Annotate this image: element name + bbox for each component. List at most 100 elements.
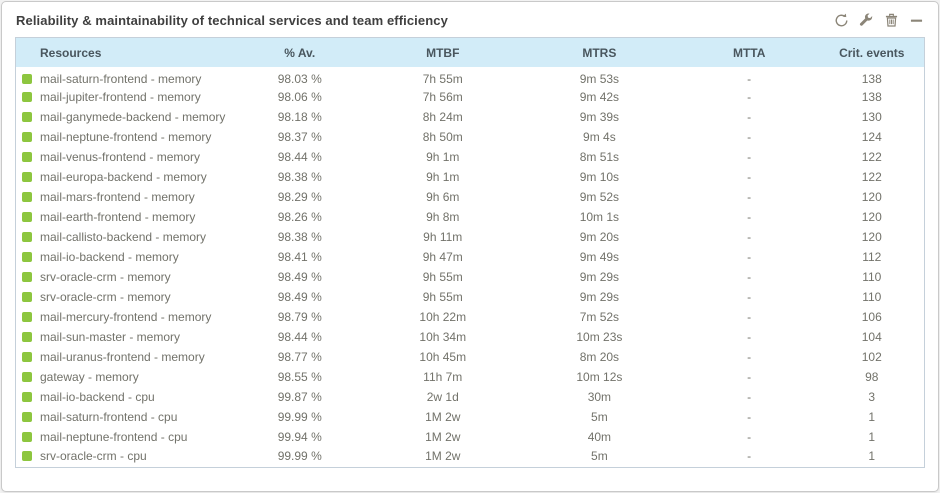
crit-events-cell: 1: [868, 410, 876, 424]
mtbf-cell: 1M 2w: [425, 430, 461, 444]
trash-icon[interactable]: [883, 12, 899, 28]
resource-name: mail-europa-backend - memory: [40, 170, 207, 184]
availability-cell: 98.03 %: [277, 71, 322, 86]
status-ok-icon: [22, 172, 32, 182]
column-header-av[interactable]: % Av.: [233, 38, 366, 67]
table-row[interactable]: mail-venus-frontend - memory 98.44 % 9h …: [16, 147, 924, 167]
table-row[interactable]: mail-earth-frontend - memory 98.26 % 9h …: [16, 207, 924, 227]
mtbf-cell: 9h 1m: [426, 170, 460, 184]
mtta-cell: -: [747, 170, 752, 184]
table-row[interactable]: mail-mars-frontend - memory 98.29 % 9h 6…: [16, 187, 924, 207]
column-header-mtta[interactable]: MTTA: [678, 38, 820, 67]
widget-toolbar: [833, 12, 924, 28]
column-header-resources[interactable]: Resources: [16, 38, 234, 67]
availability-cell: 98.44 %: [277, 150, 322, 164]
mtrs-cell: 30m: [587, 390, 612, 404]
table-row[interactable]: mail-saturn-frontend - memory 98.03 % 7h…: [16, 67, 924, 87]
table-row[interactable]: mail-uranus-frontend - memory 98.77 % 10…: [16, 347, 924, 367]
table-row[interactable]: gateway - memory 98.55 % 11h 7m 10m 12s …: [16, 367, 924, 387]
resource-name: mail-saturn-frontend - memory: [40, 71, 202, 86]
table-row[interactable]: mail-callisto-backend - memory 98.38 % 9…: [16, 227, 924, 247]
mtta-cell: -: [747, 290, 752, 304]
table-row[interactable]: mail-neptune-frontend - cpu 99.94 % 1M 2…: [16, 427, 924, 447]
resource-name: srv-oracle-crm - memory: [40, 290, 171, 304]
mtta-cell: -: [747, 190, 752, 204]
mtrs-cell: 10m 23s: [576, 330, 623, 344]
refresh-icon[interactable]: [833, 12, 849, 28]
crit-events-cell: 110: [862, 270, 882, 284]
mtrs-cell: 7m 52s: [579, 310, 620, 324]
crit-events-cell: 120: [861, 210, 882, 224]
table-row[interactable]: mail-ganymede-backend - memory 98.18 % 8…: [16, 107, 924, 127]
resource-cell: srv-oracle-crm - cpu: [16, 447, 234, 467]
status-ok-icon: [22, 192, 32, 202]
mtta-cell: -: [747, 90, 752, 104]
resource-cell: mail-saturn-frontend - memory: [16, 67, 234, 87]
availability-cell: 98.06 %: [277, 90, 322, 104]
mtbf-cell: 10h 34m: [419, 330, 467, 344]
mtbf-cell: 11h 7m: [423, 370, 463, 384]
mtbf-cell: 9h 11m: [423, 230, 463, 244]
table-row[interactable]: mail-io-backend - cpu 99.87 % 2w 1d 30m …: [16, 387, 924, 407]
table-row[interactable]: srv-oracle-crm - memory 98.49 % 9h 55m 9…: [16, 267, 924, 287]
table-row[interactable]: mail-neptune-frontend - memory 98.37 % 8…: [16, 127, 924, 147]
status-ok-icon: [22, 352, 32, 362]
availability-cell: 99.99 %: [277, 410, 322, 424]
table-row[interactable]: mail-io-backend - memory 98.41 % 9h 47m …: [16, 247, 924, 267]
resource-name: mail-jupiter-frontend - memory: [40, 90, 201, 104]
wrench-icon[interactable]: [858, 12, 874, 28]
crit-events-cell: 122: [861, 150, 882, 164]
mtta-cell: -: [747, 310, 752, 324]
resource-name: gateway - memory: [40, 370, 139, 384]
resource-cell: mail-saturn-frontend - cpu: [16, 407, 234, 427]
table-row[interactable]: mail-saturn-frontend - cpu 99.99 % 1M 2w…: [16, 407, 924, 427]
mtbf-cell: 1M 2w: [425, 410, 461, 424]
mtbf-cell: 9h 8m: [426, 210, 460, 224]
availability-cell: 98.49 %: [277, 290, 322, 304]
crit-events-cell: 124: [861, 130, 882, 144]
mtbf-cell: 8h 50m: [422, 130, 463, 144]
resource-name: mail-saturn-frontend - cpu: [40, 410, 178, 424]
table-row[interactable]: mail-jupiter-frontend - memory 98.06 % 7…: [16, 87, 924, 107]
mtrs-cell: 9m 39s: [579, 110, 620, 124]
mtbf-cell: 10h 45m: [419, 350, 467, 364]
resource-cell: mail-venus-frontend - memory: [16, 147, 234, 167]
table-row[interactable]: srv-oracle-crm - memory 98.49 % 9h 55m 9…: [16, 287, 924, 307]
table-row[interactable]: mail-europa-backend - memory 98.38 % 9h …: [16, 167, 924, 187]
status-ok-icon: [22, 432, 32, 442]
mtrs-cell: 9m 29s: [579, 270, 620, 284]
widget-title: Reliability & maintainability of technic…: [16, 12, 448, 28]
resource-name: mail-ganymede-backend - memory: [40, 110, 226, 124]
resource-cell: gateway - memory: [16, 367, 234, 387]
table-row[interactable]: srv-oracle-crm - cpu 99.99 % 1M 2w 5m - …: [16, 447, 924, 467]
availability-cell: 99.94 %: [277, 430, 322, 444]
status-ok-icon: [22, 152, 32, 162]
resource-name: srv-oracle-crm - cpu: [40, 448, 147, 463]
column-header-mtbf[interactable]: MTBF: [365, 38, 520, 67]
mtta-cell: -: [747, 350, 752, 364]
table-row[interactable]: mail-sun-master - memory 98.44 % 10h 34m…: [16, 327, 924, 347]
table-row[interactable]: mail-mercury-frontend - memory 98.79 % 1…: [16, 307, 924, 327]
resource-name: mail-uranus-frontend - memory: [40, 350, 205, 364]
resource-cell: mail-ganymede-backend - memory: [16, 107, 234, 127]
mtta-cell: -: [747, 390, 752, 404]
availability-cell: 98.29 %: [277, 190, 322, 204]
resource-cell: mail-earth-frontend - memory: [16, 207, 234, 227]
crit-events-cell: 122: [861, 170, 882, 184]
mtta-cell: -: [747, 110, 752, 124]
mtrs-cell: 5m: [591, 410, 608, 424]
widget-titlebar: Reliability & maintainability of technic…: [2, 2, 938, 37]
availability-cell: 98.77 %: [277, 350, 322, 364]
crit-events-cell: 104: [861, 330, 882, 344]
column-header-mtrs[interactable]: MTRS: [519, 38, 679, 67]
column-header-crit-events[interactable]: Crit. events: [819, 38, 924, 67]
minimize-icon[interactable]: [908, 12, 924, 28]
mtrs-cell: 40m: [587, 430, 612, 444]
mtrs-cell: 9m 29s: [579, 290, 620, 304]
resource-cell: mail-sun-master - memory: [16, 327, 234, 347]
status-ok-icon: [22, 212, 32, 222]
resource-name: mail-venus-frontend - memory: [40, 150, 201, 164]
availability-cell: 98.41 %: [277, 250, 322, 264]
reliability-table: Resources% Av. MTBF MTRS MTTA Crit. events m…: [15, 37, 925, 468]
